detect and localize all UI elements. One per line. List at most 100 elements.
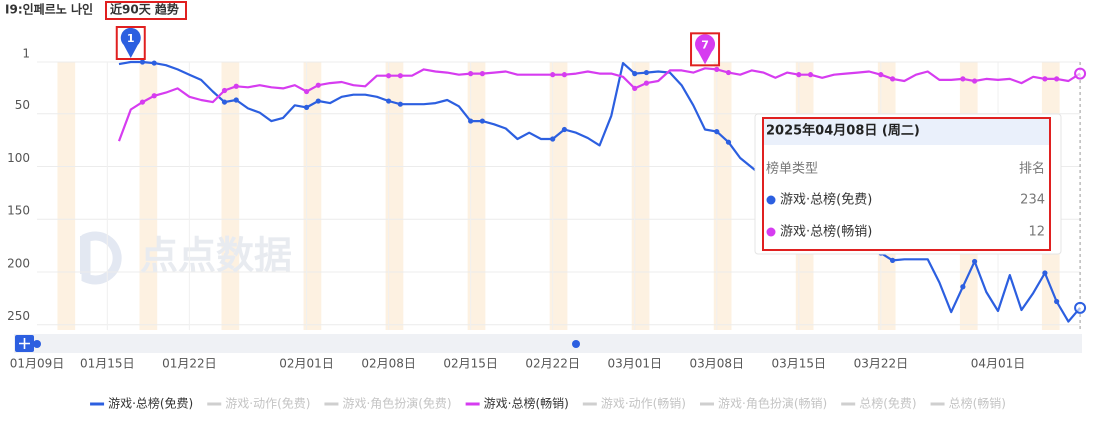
- chart-title: I9:인페르노 나인: [5, 2, 93, 17]
- watermark-logo: [81, 231, 122, 285]
- y-tick-label: 50: [15, 98, 30, 112]
- point: [1042, 76, 1048, 82]
- highlight-box: [105, 1, 187, 20]
- end-marker: [1074, 67, 1087, 80]
- weekend-band: [385, 62, 404, 330]
- point: [221, 87, 228, 94]
- legend-label[interactable]: 游戏·动作(免费): [225, 396, 310, 411]
- chart-subtitle: 近90天 趋势: [110, 2, 179, 17]
- point: [468, 118, 474, 124]
- highlight-box: [762, 117, 1051, 251]
- tooltip-series: 游戏·总榜(免费): [780, 192, 872, 208]
- point: [479, 118, 485, 124]
- legend-label[interactable]: 总榜(免费): [859, 396, 916, 411]
- tooltip-title: 2025年04月08日 (周二): [766, 123, 920, 139]
- x-tick-label: 01月15日: [80, 357, 135, 371]
- weekend-band: [221, 62, 240, 330]
- weekend-band: [467, 62, 486, 330]
- x-tick-label: 02月08日: [361, 357, 416, 371]
- pin: [695, 34, 716, 65]
- watermark: 点点数据: [80, 231, 292, 285]
- point: [550, 136, 556, 142]
- point: [878, 72, 884, 78]
- point: [714, 66, 720, 72]
- tooltip-dot: [766, 195, 776, 205]
- slider-handle[interactable]: [572, 340, 580, 348]
- point: [632, 71, 638, 77]
- x-tick-label: 01月09日: [10, 357, 65, 371]
- y-tick-label: 200: [7, 256, 30, 270]
- highlight-box: [115, 26, 146, 60]
- point: [960, 284, 966, 290]
- point: [972, 78, 978, 84]
- tooltip-value: 234: [1020, 193, 1045, 208]
- point: [303, 104, 310, 110]
- point: [1054, 298, 1060, 305]
- x-tick-label: 03月22日: [854, 357, 909, 371]
- series-line: [118, 60, 1081, 323]
- tooltip-column: 排名: [1019, 161, 1045, 177]
- point: [714, 129, 720, 135]
- x-tick-label: 04月01日: [971, 357, 1026, 371]
- point: [386, 73, 392, 79]
- point: [315, 98, 321, 104]
- point: [643, 69, 650, 76]
- weekend-band: [713, 62, 732, 330]
- point: [561, 72, 568, 78]
- slider-handle[interactable]: [33, 340, 41, 348]
- x-tick-label: 03月01日: [607, 357, 662, 371]
- y-tick-label: 100: [7, 151, 30, 165]
- point: [468, 71, 474, 77]
- point: [221, 99, 228, 105]
- x-axis: 01月09日 01月15日 01月22日 02月01日 02月08日 02月15日 02月2…: [10, 357, 1026, 371]
- point: [397, 101, 403, 107]
- point: [632, 85, 638, 91]
- point: [643, 80, 650, 86]
- tooltip-value: 12: [1028, 225, 1045, 240]
- legend-label[interactable]: 游戏·总榜(畅销): [484, 396, 569, 411]
- point: [479, 71, 485, 77]
- point: [807, 72, 814, 78]
- tooltip-series: 游戏·总榜(畅销): [780, 224, 872, 240]
- point: [972, 258, 978, 265]
- x-tick-label: 01月22日: [162, 357, 217, 371]
- weekend-band: [57, 62, 76, 330]
- point: [139, 99, 146, 105]
- point: [725, 139, 732, 145]
- point: [1054, 76, 1060, 82]
- watermark-text: 点点数据: [140, 234, 292, 278]
- point: [550, 72, 556, 78]
- point: [233, 83, 239, 89]
- pin: [120, 27, 141, 58]
- tooltip-box: [754, 113, 1062, 255]
- point: [960, 76, 966, 82]
- range-slider[interactable]: [14, 334, 1082, 353]
- legend-label[interactable]: 游戏·动作(畅销): [601, 397, 686, 411]
- legend: 游戏·总榜(免费) 游戏·动作(免费) 游戏·角色扮演(免费) 游戏·总榜(畅销) 游戏…: [90, 396, 1006, 411]
- point: [397, 73, 403, 79]
- point: [151, 93, 157, 99]
- y-tick-label: 250: [7, 309, 30, 323]
- point: [1042, 270, 1048, 276]
- slider-track: [14, 334, 1082, 353]
- x-tick-label: 03月15日: [772, 357, 827, 371]
- highlight-box: [690, 32, 721, 67]
- tooltip-dot: [766, 227, 776, 237]
- point: [796, 72, 802, 78]
- weekend-band: [303, 62, 322, 330]
- pin-label: 1: [127, 32, 135, 45]
- weekend-band: [631, 62, 650, 330]
- x-tick-label: 02月22日: [525, 357, 580, 371]
- series-line: [117, 67, 1081, 142]
- point: [561, 126, 568, 133]
- weekend-band: [139, 62, 158, 330]
- legend-label[interactable]: 游戏·角色扮演(免费): [342, 396, 451, 411]
- legend-label[interactable]: 总榜(畅销): [949, 396, 1006, 411]
- point: [315, 82, 321, 88]
- legend-label[interactable]: 游戏·角色扮演(畅销): [718, 396, 827, 411]
- x-tick-label: 02月01日: [279, 357, 334, 371]
- point: [386, 98, 392, 104]
- legend-label[interactable]: 游戏·总榜(免费): [108, 396, 193, 411]
